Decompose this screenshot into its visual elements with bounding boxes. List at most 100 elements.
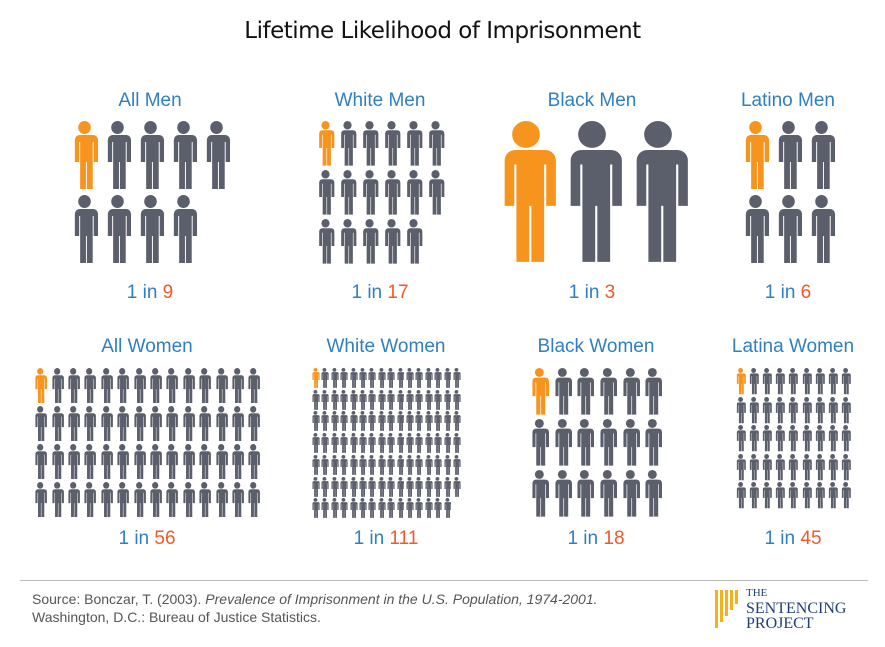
person-icon: [166, 368, 179, 403]
person-icon: [811, 195, 835, 264]
person-icon: [387, 389, 395, 410]
person-icon: [453, 368, 461, 388]
ratio-value: 9: [162, 282, 174, 303]
person-icon: [623, 469, 640, 517]
person-icon: [378, 389, 386, 410]
person-icon: [248, 444, 261, 480]
person-icon: [117, 482, 130, 518]
person-icon: [778, 195, 802, 264]
group-title: White Women: [326, 336, 446, 357]
person-icon: [74, 195, 98, 264]
person-icon: [453, 433, 461, 454]
person-icon: [183, 406, 195, 442]
person-icon: [815, 368, 825, 395]
person-icon: [636, 121, 688, 262]
person-icon: [84, 482, 97, 518]
person-icon: [828, 396, 838, 423]
person-icon: [645, 368, 663, 415]
person-icon: [368, 433, 376, 454]
person-icon: [645, 469, 663, 517]
person-icon: [362, 218, 378, 264]
person-icon: [570, 121, 622, 262]
figure-grid: [528, 368, 664, 521]
person-icon: [397, 498, 405, 519]
person-icon: [215, 444, 228, 480]
figure-grid: [734, 368, 853, 511]
person-icon: [434, 454, 442, 475]
person-icon: [133, 406, 146, 442]
person-icon: [623, 368, 640, 415]
person-icon: [183, 482, 195, 518]
person-icon: [331, 389, 339, 410]
person-icon: [378, 498, 386, 519]
person-icon: [406, 218, 422, 264]
highlighted-person-icon: [318, 121, 334, 166]
panel-all-men: All Men 1 in 9: [28, 90, 273, 303]
figure-grid: [314, 121, 446, 267]
ratio-label: 1 in 9: [28, 282, 273, 304]
person-icon: [350, 389, 358, 410]
person-icon: [776, 396, 785, 423]
person-icon: [425, 498, 433, 519]
person-icon: [749, 368, 759, 395]
ratio-value: 56: [154, 528, 176, 549]
person-icon: [434, 476, 442, 497]
person-icon: [425, 389, 433, 410]
highlighted-person-icon: [532, 368, 549, 415]
person-icon: [248, 406, 261, 442]
person-icon: [776, 453, 785, 481]
person-icon: [107, 195, 131, 264]
ratio-prefix: 1 in: [351, 282, 388, 303]
person-icon: [340, 368, 348, 388]
panel-white-women: White Women 1 in 111: [271, 336, 501, 549]
person-icon: [415, 476, 423, 497]
person-icon: [387, 411, 395, 432]
person-icon: [378, 433, 386, 454]
person-icon: [789, 482, 799, 509]
person-icon: [397, 389, 405, 410]
person-icon: [828, 482, 838, 509]
person-icon: [443, 368, 452, 388]
person-icon: [425, 476, 433, 497]
person-icon: [443, 498, 452, 519]
divider: [20, 580, 868, 581]
person-icon: [117, 406, 130, 442]
person-icon: [397, 368, 405, 388]
person-icon: [331, 411, 339, 432]
person-icon: [173, 195, 197, 264]
person-icon: [51, 444, 64, 480]
person-icon: [387, 454, 395, 475]
person-icon: [378, 411, 386, 432]
person-icon: [762, 425, 772, 452]
person-icon: [749, 453, 759, 481]
person-icon: [384, 218, 400, 264]
sentencing-project-logo: THE SENTENCING PROJECT: [714, 586, 846, 632]
ratio-value: 3: [604, 282, 616, 303]
person-icon: [762, 453, 772, 481]
person-icon: [318, 218, 334, 264]
person-icon: [789, 396, 799, 423]
person-icon: [199, 406, 212, 442]
person-icon: [577, 469, 595, 517]
person-icon: [321, 389, 330, 410]
person-icon: [443, 454, 452, 475]
ratio-label: 1 in 3: [453, 282, 731, 304]
ratio-prefix: 1 in: [764, 282, 801, 303]
person-icon: [359, 433, 367, 454]
person-icon: [762, 368, 772, 395]
person-icon: [406, 433, 414, 454]
person-icon: [340, 498, 348, 519]
person-icon: [434, 411, 442, 432]
person-icon: [368, 476, 376, 497]
person-icon: [425, 454, 433, 475]
group-title: Black Women: [537, 336, 655, 357]
person-icon: [173, 121, 197, 189]
person-icon: [434, 389, 442, 410]
panel-black-women: Black Women 1 in 18: [488, 336, 704, 549]
person-icon: [359, 476, 367, 497]
person-icon: [425, 411, 433, 432]
group-title: All Men: [118, 90, 182, 111]
person-icon: [841, 482, 851, 509]
person-icon: [802, 368, 812, 395]
person-icon: [84, 444, 97, 480]
